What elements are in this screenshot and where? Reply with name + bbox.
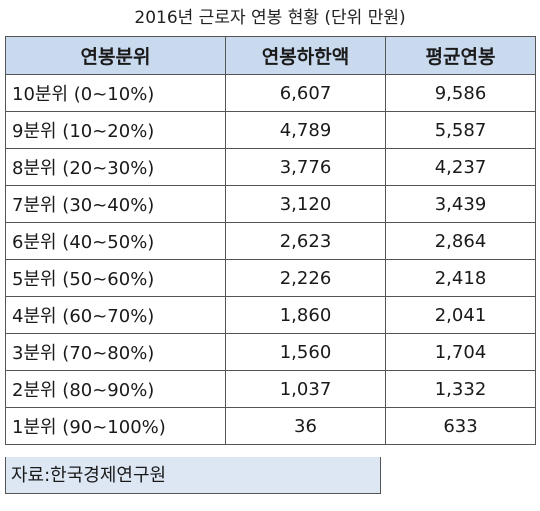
bracket-cell: 1분위 (90~100%) [5,407,226,445]
min-salary-cell: 36 [225,407,386,445]
min-salary-cell: 2,623 [225,222,386,260]
min-salary-cell: 1,037 [225,370,386,408]
avg-salary-cell: 1,704 [385,333,536,371]
table-row: 4분위 (60~70%) 1,860 2,041 [5,296,536,334]
avg-salary-cell: 5,587 [385,111,536,149]
min-salary-cell: 3,776 [225,148,386,186]
table-row: 6분위 (40~50%) 2,623 2,864 [5,222,536,260]
avg-salary-cell: 2,041 [385,296,536,334]
header-row: 연봉분위 연봉하한액 평균연봉 [5,36,536,75]
min-salary-cell: 1,560 [225,333,386,371]
bracket-cell: 3분위 (70~80%) [5,333,226,371]
table-title: 2016년 근로자 연봉 현황 (단위 만원) [134,8,406,28]
bracket-cell: 10분위 (0~10%) [5,74,226,112]
avg-salary-cell: 4,237 [385,148,536,186]
table-row: 1분위 (90~100%) 36 633 [5,407,536,445]
table-row: 2분위 (80~90%) 1,037 1,332 [5,370,536,408]
avg-salary-cell: 1,332 [385,370,536,408]
min-salary-cell: 1,860 [225,296,386,334]
table-row: 8분위 (20~30%) 3,776 4,237 [5,148,536,186]
salary-table: 연봉분위 연봉하한액 평균연봉 10분위 (0~10%) 6,607 9,586… [5,36,536,445]
avg-salary-cell: 3,439 [385,185,536,223]
min-salary-cell: 2,226 [225,259,386,297]
table-row: 10분위 (0~10%) 6,607 9,586 [5,74,536,112]
header-bracket: 연봉분위 [5,36,226,75]
table-row: 5분위 (50~60%) 2,226 2,418 [5,259,536,297]
header-avg-salary: 평균연봉 [385,36,536,75]
table-row: 9분위 (10~20%) 4,789 5,587 [5,111,536,149]
avg-salary-cell: 2,418 [385,259,536,297]
bracket-cell: 2분위 (80~90%) [5,370,226,408]
avg-salary-cell: 633 [385,407,536,445]
bracket-cell: 6분위 (40~50%) [5,222,226,260]
min-salary-cell: 4,789 [225,111,386,149]
header-min-salary: 연봉하한액 [225,36,386,75]
bracket-cell: 4분위 (60~70%) [5,296,226,334]
bracket-cell: 9분위 (10~20%) [5,111,226,149]
min-salary-cell: 6,607 [225,74,386,112]
bracket-cell: 8분위 (20~30%) [5,148,226,186]
table-row: 7분위 (30~40%) 3,120 3,439 [5,185,536,223]
avg-salary-cell: 9,586 [385,74,536,112]
source-note: 자료:한국경제연구원 [5,457,381,494]
avg-salary-cell: 2,864 [385,222,536,260]
bracket-cell: 5분위 (50~60%) [5,259,226,297]
bracket-cell: 7분위 (30~40%) [5,185,226,223]
min-salary-cell: 3,120 [225,185,386,223]
table-row: 3분위 (70~80%) 1,560 1,704 [5,333,536,371]
